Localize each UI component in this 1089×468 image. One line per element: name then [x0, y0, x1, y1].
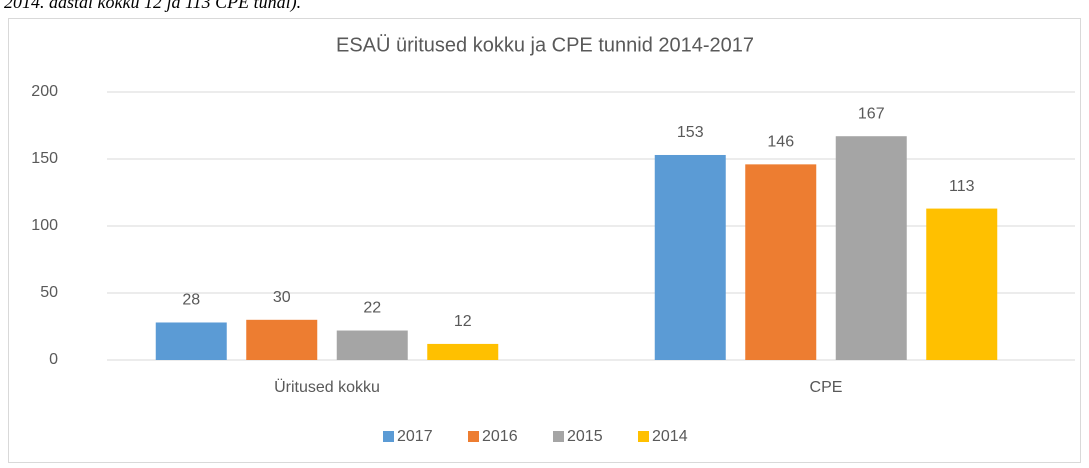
data-label: 167: [858, 105, 885, 122]
data-label: 153: [677, 124, 704, 141]
x-tick-label: CPE: [810, 379, 843, 396]
bar: [654, 154, 726, 360]
chart-frame: [8, 18, 1081, 463]
bar: [745, 164, 817, 360]
legend-swatch: [468, 431, 479, 442]
header-fragment: 2014. aastal kokku 12 ja 113 CPE tundi).: [4, 0, 301, 13]
y-tick-label: 50: [40, 284, 58, 301]
y-tick-label: 0: [49, 351, 58, 368]
data-label: 113: [949, 178, 975, 195]
bar: [835, 136, 907, 360]
data-label: 30: [273, 289, 291, 306]
legend-label: 2015: [567, 428, 603, 445]
legend-label: 2017: [397, 428, 433, 445]
legend-swatch: [383, 431, 394, 442]
legend-swatch: [638, 431, 649, 442]
data-label: 146: [767, 134, 794, 151]
y-tick-label: 150: [31, 150, 58, 167]
data-label: 22: [363, 300, 381, 317]
data-label: 12: [454, 313, 472, 330]
legend-label: 2014: [652, 428, 688, 445]
chart-title: ESAÜ üritused kokku ja CPE tunnid 2014-2…: [336, 34, 754, 56]
bar: [427, 343, 499, 360]
legend-label: 2016: [482, 428, 518, 445]
y-tick-label: 100: [31, 217, 58, 234]
bar: [246, 319, 318, 360]
legend-swatch: [553, 431, 564, 442]
data-label: 28: [182, 292, 200, 309]
x-tick-label: Üritused kokku: [274, 378, 380, 396]
bar: [336, 330, 408, 360]
bar: [926, 208, 998, 360]
bar: [155, 322, 227, 360]
y-tick-label: 200: [31, 83, 58, 100]
